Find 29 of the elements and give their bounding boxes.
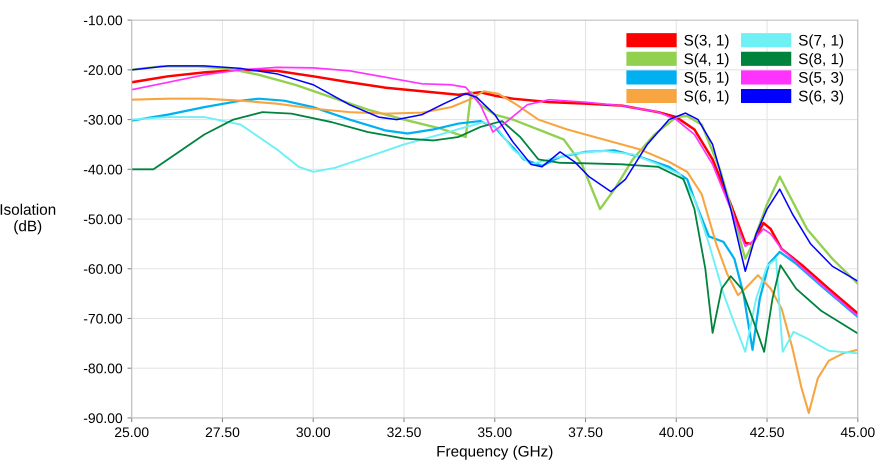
legend-label: S(5, 3) [798,72,844,86]
x-tick-label: 40.00 [659,427,694,438]
x-tick-label: 27.50 [206,427,240,438]
legend-label: S(8, 1) [798,53,844,68]
x-tick-label: 30.00 [296,427,330,438]
x-tick-label: 32.50 [387,427,421,438]
legend-label: S(3, 1) [684,34,729,49]
y-tick-label: -80.00 [84,364,122,374]
legend-label: S(5, 1) [684,72,729,86]
line-series [132,90,858,414]
x-axis-title: Frequency (GHz) [437,445,552,460]
y-tick-label: -20.00 [84,65,122,76]
x-tick-label: 25.00 [115,427,149,438]
y-tick-label: -10.00 [84,15,122,26]
x-tick-label: 35.00 [478,427,512,438]
x-tick-label: 45.00 [840,427,875,438]
legend-label: S(6, 1) [684,90,729,104]
y-tick-label: -90.00 [84,413,122,424]
y-tick-label: -30.00 [84,114,122,125]
y-tick-label: -60.00 [84,264,122,274]
legend-label: S(7, 1) [798,34,844,49]
y-tick-label: -50.00 [84,214,122,224]
x-tick-label: 42.50 [750,427,784,438]
y-tick-label: -70.00 [84,314,122,324]
y-tick-label: -40.00 [84,164,122,174]
legend-label: S(4, 1) [684,53,729,68]
x-tick-label: 37.50 [568,427,602,438]
legend-label: S(6, 3) [798,90,844,104]
y-axis-title: Isolation (dB) [0,204,56,234]
